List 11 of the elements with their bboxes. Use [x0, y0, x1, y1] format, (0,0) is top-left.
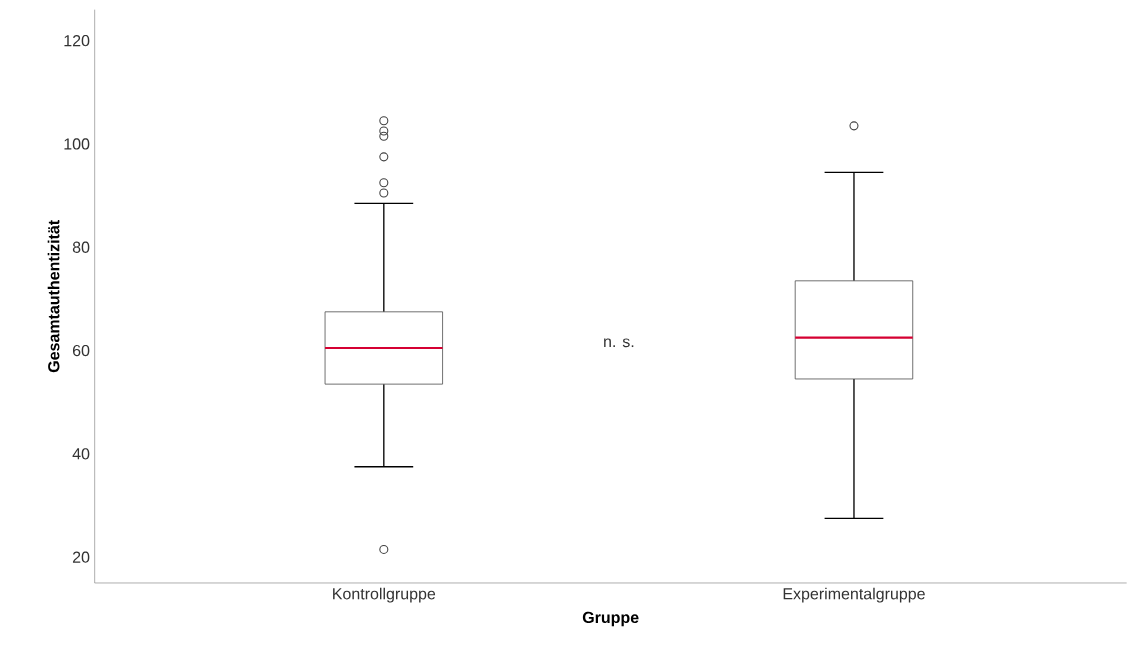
y-tick-label: 80	[72, 241, 90, 253]
y-tick-label: 20	[72, 551, 90, 563]
x-tick-label: Kontrollgruppe	[333, 587, 436, 603]
y-tick-label: 120	[64, 34, 90, 47]
x-tick-label: Experimentalgruppe	[783, 587, 925, 603]
y-tick-label: 40	[72, 448, 90, 460]
annotation: n. s.	[604, 338, 634, 348]
y-axis-title: Gesamtauthentizität	[47, 220, 60, 373]
y-tick-label: 100	[64, 138, 90, 150]
y-tick-label: 60	[72, 344, 90, 357]
x-axis-title: Gruppe	[582, 611, 639, 627]
